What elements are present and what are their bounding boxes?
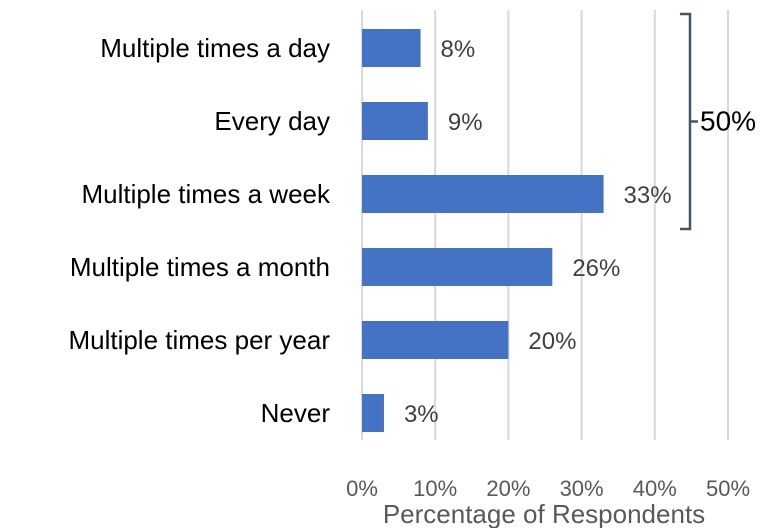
data-label: 33%: [624, 182, 672, 209]
bar: [362, 248, 553, 286]
x-tick-label: 20%: [486, 476, 530, 501]
data-label: 8%: [441, 36, 476, 63]
bracket-label: 50%: [700, 106, 756, 137]
bracket: [680, 12, 698, 231]
bar: [362, 321, 509, 359]
data-label: 20%: [528, 328, 576, 355]
category-label: Multiple times a month: [70, 252, 330, 282]
data-label: 3%: [404, 401, 439, 428]
x-tick-label: 10%: [413, 476, 457, 501]
x-tick-label: 40%: [633, 476, 677, 501]
gridlines: [361, 10, 729, 440]
data-label: 9%: [448, 109, 483, 136]
bar: [362, 394, 384, 432]
bar: [362, 175, 604, 213]
data-labels: 8% 9% 33% 26% 20% 3%: [404, 36, 672, 428]
category-label: Every day: [214, 106, 330, 136]
category-labels: Multiple times a day Every day Multiple ti…: [68, 33, 331, 428]
x-axis-title: Percentage of Respondents: [383, 499, 705, 528]
x-tick-label: 0%: [346, 476, 378, 501]
category-label: Multiple times a day: [100, 33, 330, 63]
x-tick-labels: 0% 10% 20% 30% 40% 50%: [346, 476, 750, 501]
category-label: Multiple times a week: [81, 179, 331, 209]
x-tick-label: 30%: [560, 476, 604, 501]
category-label: Multiple times per year: [68, 325, 330, 355]
data-label: 26%: [572, 255, 620, 282]
bar: [362, 102, 428, 140]
bracket-annotation: 50%: [680, 12, 756, 231]
bar: [362, 29, 421, 67]
bars: [362, 29, 604, 432]
x-tick-label: 50%: [706, 476, 750, 501]
category-label: Never: [261, 398, 331, 428]
